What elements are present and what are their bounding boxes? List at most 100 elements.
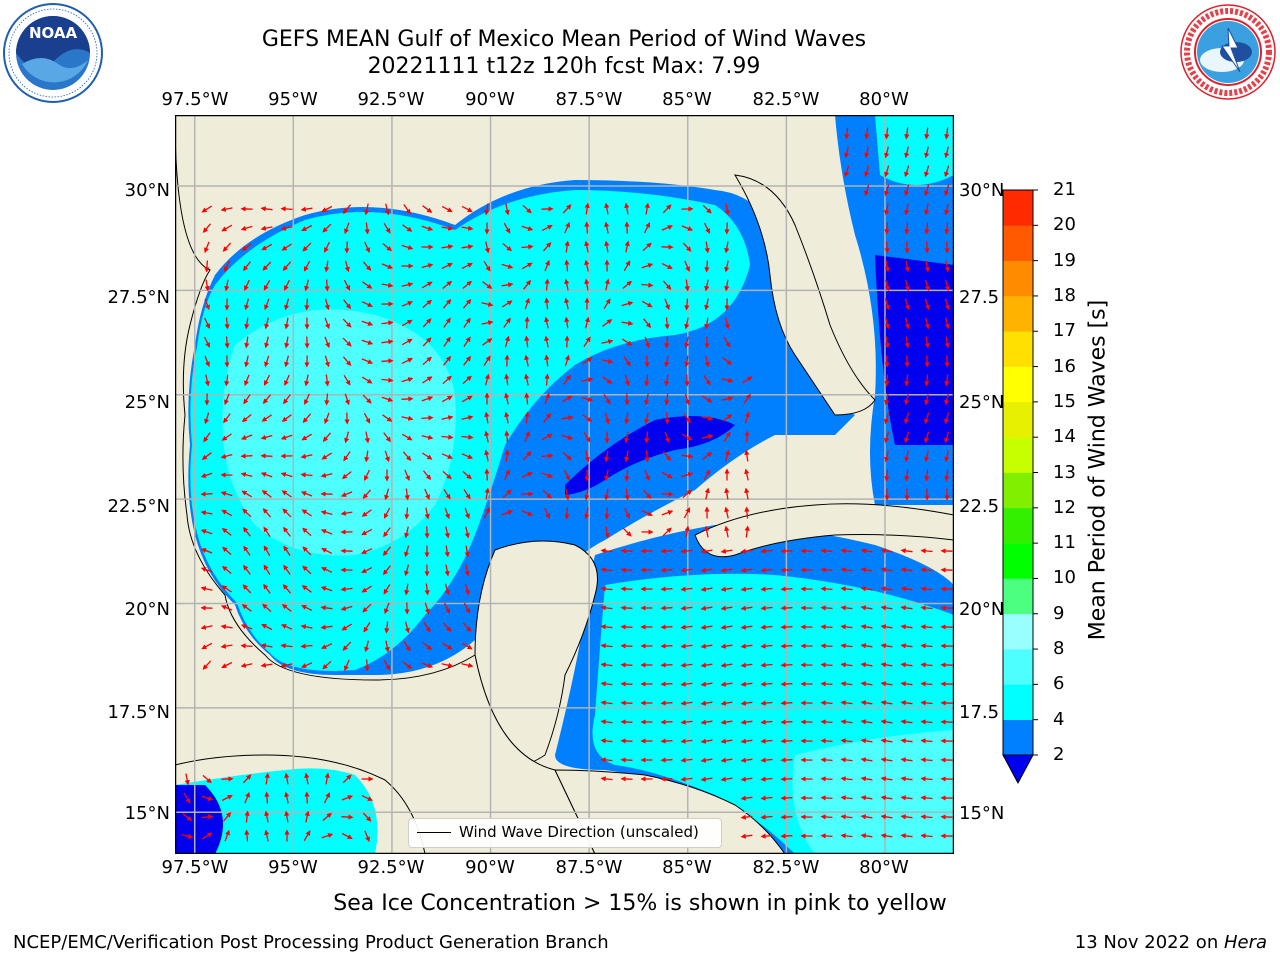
colorbar-segment [1003, 472, 1033, 509]
lon-tick-bottom: 95°W [268, 857, 318, 878]
wind-arrow [182, 813, 193, 822]
colorbar-tick-label: 13 [1053, 461, 1076, 483]
wind-arrow [904, 165, 910, 178]
wind-arrow [820, 814, 833, 820]
colorbar-segment [1003, 543, 1033, 579]
wind-arrow [241, 243, 252, 251]
wind-arrow [201, 814, 214, 820]
wind-arrow [441, 453, 453, 459]
wind-arrow [304, 279, 310, 292]
colorbar-segment [1003, 295, 1033, 332]
colorbar-tick-label: 15 [1053, 390, 1076, 412]
wind-arrow [561, 395, 573, 403]
wind-arrow [664, 412, 670, 425]
wind-arrow [904, 260, 910, 273]
wind-arrow [944, 412, 950, 425]
wind-arrow [744, 506, 750, 519]
wind-arrow [502, 489, 512, 499]
wind-arrow [221, 433, 232, 441]
wind-arrow [744, 525, 750, 538]
wind-arrow [524, 316, 530, 329]
wind-arrow [344, 222, 350, 235]
wind-arrow [620, 643, 633, 649]
lat-tick-right: 20°N [959, 599, 1005, 620]
wind-arrow [382, 414, 393, 422]
wind-arrow [760, 738, 773, 744]
wind-arrow [904, 412, 910, 425]
wind-arrow [884, 431, 890, 444]
wind-arrow [422, 356, 432, 366]
wind-arrow [740, 738, 753, 744]
wind-arrow [684, 355, 690, 368]
wind-arrow [564, 354, 570, 367]
wind-arrow [563, 374, 571, 385]
wind-arrow [920, 662, 933, 668]
colorbar-tick-label: 9 [1053, 602, 1065, 624]
wind-arrow [860, 643, 873, 649]
wind-arrow [224, 374, 230, 387]
wind-arrow [584, 278, 590, 291]
wind-arrow [900, 548, 913, 554]
wind-arrow [720, 662, 733, 668]
wind-arrow [920, 700, 933, 706]
wind-arrow [200, 472, 213, 478]
wind-arrow [284, 317, 290, 330]
wind-arrow [240, 472, 253, 478]
wind-arrow [820, 643, 833, 649]
wind-arrow [403, 641, 411, 652]
wind-arrow [281, 490, 292, 498]
wind-arrow [302, 527, 312, 537]
wind-arrow [401, 377, 414, 383]
wind-arrow [384, 602, 390, 615]
wind-arrow [924, 431, 930, 444]
wind-arrow [322, 660, 332, 670]
wind-arrow [304, 298, 310, 311]
wind-arrow [660, 624, 673, 630]
wind-arrow [720, 719, 733, 725]
wind-arrow [321, 452, 333, 460]
wind-arrow [401, 433, 413, 441]
wind-arrow [441, 662, 454, 668]
wind-arrow [682, 489, 692, 499]
wind-arrow [361, 567, 373, 573]
wind-arrow [324, 260, 330, 273]
wind-arrow [544, 259, 550, 272]
wind-arrow [541, 453, 554, 459]
lat-tick-right: 30°N [959, 180, 1005, 201]
wind-arrow [780, 567, 793, 573]
wind-arrow [780, 586, 793, 592]
wind-arrow [263, 564, 271, 576]
wind-arrow [944, 431, 950, 444]
wind-arrow [404, 488, 410, 501]
wind-arrow [600, 681, 613, 687]
wind-arrow [740, 757, 753, 763]
sea-ice-caption: Sea Ice Concentration > 15% is shown in … [333, 891, 947, 916]
wind-arrow [604, 412, 610, 425]
wind-arrow [820, 757, 833, 763]
wind-arrow [484, 468, 490, 481]
wind-arrow [760, 567, 773, 573]
lon-tick-top: 95°W [268, 89, 318, 110]
wind-arrow [462, 299, 472, 309]
wind-arrow [564, 297, 570, 310]
wind-arrow [740, 814, 753, 820]
wind-arrow [202, 660, 212, 670]
wind-arrow [461, 395, 473, 403]
wind-arrow [661, 225, 674, 231]
wind-arrow [424, 583, 430, 596]
wind-arrow [503, 222, 511, 234]
wind-arrow [840, 719, 853, 725]
wind-arrow [820, 624, 833, 630]
wind-arrow [544, 373, 550, 386]
colorbar-label: Mean Period of Wind Waves [s] [1085, 299, 1111, 641]
wind-arrow [840, 814, 853, 820]
wind-arrow [864, 165, 870, 178]
wind-arrow [664, 317, 670, 330]
wind-arrow [242, 508, 252, 518]
wind-arrow [880, 776, 893, 782]
wind-arrow [264, 298, 270, 311]
wind-arrow [244, 374, 250, 387]
wind-arrow [660, 586, 673, 592]
wind-arrow [361, 548, 373, 554]
wind-arrow [700, 605, 713, 611]
